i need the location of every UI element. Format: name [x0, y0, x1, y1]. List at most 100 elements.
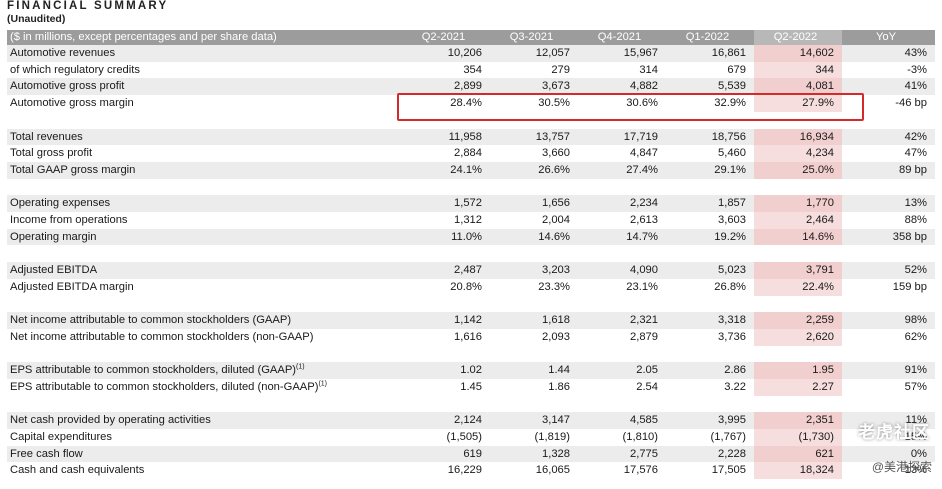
report-subtitle: (Unaudited) [7, 13, 66, 25]
row-value: 679 [727, 63, 746, 76]
row-value: 2,775 [578, 445, 666, 463]
row-value: 3,203 [490, 262, 578, 279]
row-value: 3,318 [666, 312, 754, 329]
row-value: 358 bp [842, 228, 935, 246]
header-col-q1-2022: Q1-2022 [666, 30, 754, 45]
table-header-row: ($ in millions, except percentages and p… [7, 30, 935, 45]
row-value: 314 [639, 63, 658, 76]
row-value: 1,656 [490, 195, 578, 212]
row-label: Operating expenses [7, 195, 402, 212]
row-label: EPS attributable to common stockholders,… [7, 362, 402, 379]
row-value: 28.4% [450, 97, 482, 110]
row-label: Operating margin [7, 228, 402, 246]
row-value: 16,065 [535, 464, 570, 477]
header-col-q4-2021: Q4-2021 [578, 30, 666, 45]
spacer-row [7, 178, 935, 196]
spacer-row [7, 295, 935, 313]
row-value: 2,879 [630, 330, 658, 343]
row-value: 1,142 [402, 312, 490, 329]
row-label: Automotive gross margin [10, 97, 134, 110]
row-value: 52% [842, 262, 935, 279]
row-value: 14.7% [578, 228, 666, 246]
row-value: 3,660 [542, 147, 570, 160]
header-col-yoy: YoY [842, 30, 935, 45]
row-value: 27.9% [754, 95, 842, 112]
row-value: 619 [402, 445, 490, 463]
table-row: Net income attributable to common stockh… [7, 328, 935, 346]
table-row: Free cash flow 619 1,328 2,775 2,228 621 0% [7, 445, 935, 463]
row-value: 1.45 [460, 380, 482, 393]
row-value: 3,673 [490, 78, 578, 96]
row-value: 2,464 [754, 212, 842, 229]
row-value: 354 [463, 63, 482, 76]
row-value: 89 bp [842, 161, 935, 179]
header-col-q3-2021: Q3-2021 [490, 30, 578, 45]
financial-summary-table: ($ in millions, except percentages and p… [7, 30, 935, 480]
row-label: Net cash provided by operating activitie… [7, 412, 402, 430]
table-body: Automotive revenues 10,206 12,057 15,967 16,… [7, 45, 935, 480]
row-value: 2,004 [542, 214, 570, 226]
row-value: 2.27 [754, 378, 842, 396]
row-value: 12,057 [490, 45, 578, 62]
row-label: Income from operations [10, 214, 128, 226]
table-row: EPS attributable to common stockholders,… [7, 378, 935, 396]
row-value: (1,505) [446, 431, 482, 444]
report-title: FINANCIAL SUMMARY [7, 0, 169, 12]
row-value: 11% [842, 412, 935, 430]
row-value: 2,234 [578, 195, 666, 212]
row-value: 47% [904, 147, 927, 160]
row-value: 3,791 [754, 262, 842, 279]
table-row: Net cash provided by operating activitie… [7, 412, 935, 430]
row-value: 41% [842, 78, 935, 96]
row-value: 88% [904, 214, 927, 226]
row-value: 1.02 [402, 362, 490, 379]
row-value: 17,505 [711, 464, 746, 477]
row-value: 279 [551, 63, 570, 76]
spacer-row [7, 345, 935, 363]
row-value: 98% [842, 312, 935, 329]
row-value: 1,770 [754, 195, 842, 212]
row-value: 1.95 [754, 362, 842, 379]
table-row: Automotive gross margin 28.4% 30.5% 30.6% 32… [7, 95, 935, 112]
row-value: 4,090 [578, 262, 666, 279]
row-value: 24.1% [402, 161, 490, 179]
row-value: 14,602 [754, 45, 842, 62]
header-units-label: ($ in millions, except percentages and p… [7, 30, 402, 45]
row-value: 1,616 [454, 330, 482, 343]
row-label: Net income attributable to common stockh… [10, 330, 314, 343]
table-row: Automotive revenues 10,206 12,057 15,967 16,… [7, 45, 935, 62]
spacer-row [7, 245, 935, 263]
table-row: Adjusted EBITDA 2,487 3,203 4,090 5,023 3,791… [7, 262, 935, 279]
row-value: 11,958 [402, 128, 490, 146]
row-value: 1,572 [402, 195, 490, 212]
row-value: 26.8% [714, 280, 746, 293]
row-label: Free cash flow [7, 445, 402, 463]
row-value: 13% [904, 464, 927, 477]
row-value: 26.6% [490, 161, 578, 179]
row-label: Total revenues [7, 128, 402, 146]
row-value: 43% [842, 45, 935, 62]
row-value: 0% [842, 445, 935, 463]
row-value: 16,934 [754, 128, 842, 146]
watermark-text: 老虎社区 [858, 423, 930, 442]
table-row: Income from operations 1,312 2,004 2,613 3,6… [7, 212, 935, 229]
row-value: 4,234 [754, 145, 842, 162]
row-value: 2.05 [578, 362, 666, 379]
row-value: 1,328 [490, 445, 578, 463]
row-value: (1,819) [534, 431, 570, 444]
row-value: 13% [842, 195, 935, 212]
row-label: Adjusted EBITDA [7, 262, 402, 279]
table-row: Cash and cash equivalents 16,229 16,065 17,… [7, 462, 935, 480]
row-value: 14.6% [754, 228, 842, 246]
table-row: Net income attributable to common stockh… [7, 312, 935, 329]
row-value: -3% [907, 63, 927, 76]
row-value: 2,899 [402, 78, 490, 96]
footnote-marker: (1) [296, 363, 305, 371]
row-value: 2,228 [666, 445, 754, 463]
table-row: of which regulatory credits 354 279 314 679 3… [7, 61, 935, 79]
row-value: 2,620 [754, 328, 842, 346]
row-label: of which regulatory credits [10, 63, 140, 76]
row-value: 1,857 [666, 195, 754, 212]
watermark-handle: @美港探索 [871, 460, 932, 474]
table-row: Adjusted EBITDA margin 20.8% 23.3% 23.1% 26.… [7, 278, 935, 296]
